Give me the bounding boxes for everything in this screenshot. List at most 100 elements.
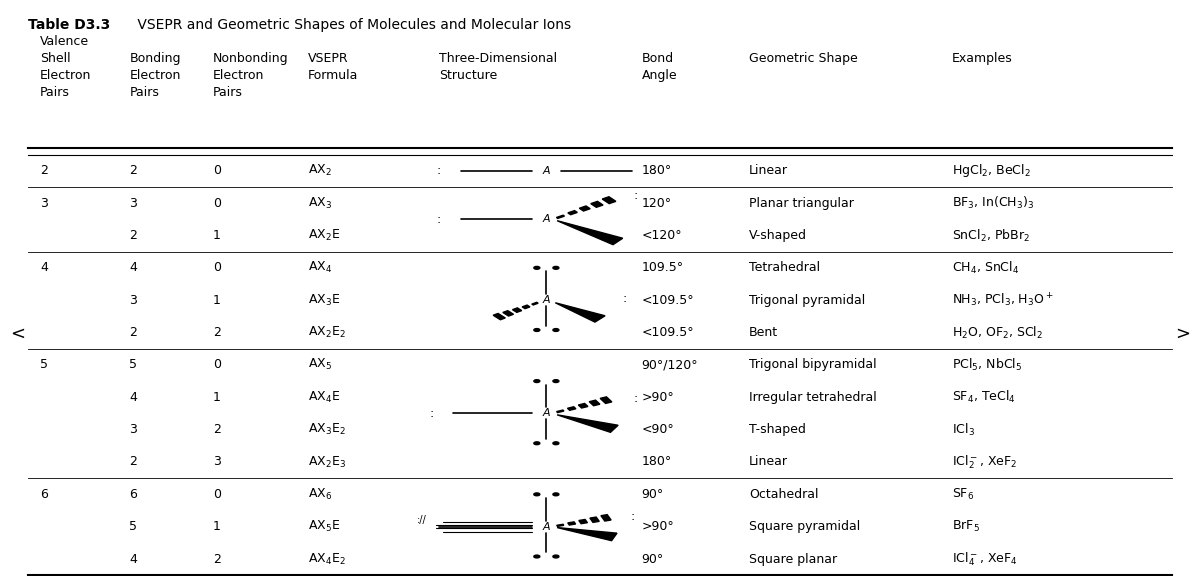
Text: AX$_2$: AX$_2$	[308, 163, 332, 179]
Circle shape	[553, 442, 559, 445]
Text: 5: 5	[130, 358, 137, 372]
Text: Linear: Linear	[749, 164, 788, 177]
Text: 6: 6	[40, 488, 48, 501]
Text: VSEPR and Geometric Shapes of Molecules and Molecular Ions: VSEPR and Geometric Shapes of Molecules …	[133, 18, 571, 32]
Text: ://: ://	[416, 515, 426, 525]
Circle shape	[534, 442, 540, 445]
Text: AX$_2$E: AX$_2$E	[308, 228, 341, 243]
Text: 3: 3	[130, 294, 137, 306]
Text: AX$_5$E: AX$_5$E	[308, 519, 341, 535]
Text: 2: 2	[130, 164, 137, 177]
Circle shape	[553, 380, 559, 382]
Text: 0: 0	[212, 488, 221, 501]
Text: Geometric Shape: Geometric Shape	[749, 52, 858, 66]
Text: Shell: Shell	[40, 52, 71, 66]
Circle shape	[553, 267, 559, 269]
Text: Three-Dimensional: Three-Dimensional	[439, 52, 557, 66]
Text: Examples: Examples	[952, 52, 1013, 66]
Text: >90°: >90°	[642, 520, 674, 533]
Polygon shape	[578, 403, 588, 408]
Text: <109.5°: <109.5°	[642, 326, 695, 339]
Polygon shape	[602, 197, 616, 204]
Text: Pairs: Pairs	[212, 86, 242, 100]
Text: 90°/120°: 90°/120°	[642, 358, 698, 372]
Text: HgCl$_2$, BeCl$_2$: HgCl$_2$, BeCl$_2$	[952, 162, 1031, 179]
Text: 90°: 90°	[642, 552, 664, 566]
Text: Tetrahedral: Tetrahedral	[749, 262, 820, 274]
Text: 3: 3	[212, 456, 221, 468]
Text: Bent: Bent	[749, 326, 778, 339]
Text: ICl$_3$: ICl$_3$	[952, 422, 974, 438]
Text: Structure: Structure	[439, 70, 497, 82]
Text: 3: 3	[130, 196, 137, 210]
Text: <90°: <90°	[642, 423, 674, 436]
Text: ICl$_2^-$, XeF$_2$: ICl$_2^-$, XeF$_2$	[952, 453, 1016, 471]
Text: AX$_3$E: AX$_3$E	[308, 293, 341, 308]
Text: H$_2$O, OF$_2$, SCl$_2$: H$_2$O, OF$_2$, SCl$_2$	[952, 324, 1043, 340]
Circle shape	[534, 493, 540, 496]
Text: Electron: Electron	[40, 70, 91, 82]
Text: Electron: Electron	[212, 70, 264, 82]
Polygon shape	[580, 206, 590, 211]
Text: Nonbonding: Nonbonding	[212, 52, 288, 66]
Text: AX$_2$E$_2$: AX$_2$E$_2$	[308, 325, 346, 340]
Polygon shape	[590, 517, 599, 522]
Text: 1: 1	[212, 391, 221, 404]
Text: BrF$_5$: BrF$_5$	[952, 519, 979, 535]
Text: AX$_4$E$_2$: AX$_4$E$_2$	[308, 551, 346, 567]
Text: 1: 1	[212, 229, 221, 242]
Text: Planar triangular: Planar triangular	[749, 196, 854, 210]
Text: Electron: Electron	[130, 70, 181, 82]
Text: 1: 1	[212, 294, 221, 306]
Text: A: A	[542, 408, 550, 418]
Circle shape	[534, 555, 540, 558]
Text: 2: 2	[212, 423, 221, 436]
Text: :: :	[652, 164, 655, 177]
Text: SF$_6$: SF$_6$	[952, 487, 973, 502]
Text: Pairs: Pairs	[40, 86, 70, 100]
Text: 6: 6	[130, 488, 137, 501]
Text: 180°: 180°	[642, 456, 672, 468]
Polygon shape	[568, 522, 576, 525]
Text: :: :	[630, 510, 635, 523]
Text: ICl$_4^-$, XeF$_4$: ICl$_4^-$, XeF$_4$	[952, 550, 1018, 568]
Text: 2: 2	[130, 326, 137, 339]
Polygon shape	[532, 302, 538, 305]
Circle shape	[553, 493, 559, 496]
Text: 2: 2	[130, 229, 137, 242]
Polygon shape	[522, 305, 530, 309]
Text: 0: 0	[212, 164, 221, 177]
Text: 4: 4	[130, 552, 137, 566]
Text: A: A	[542, 166, 550, 176]
Text: V-shaped: V-shaped	[749, 229, 806, 242]
Text: Trigonal bipyramidal: Trigonal bipyramidal	[749, 358, 876, 372]
Polygon shape	[493, 313, 505, 320]
Text: Valence: Valence	[40, 35, 89, 48]
Text: BF$_3$, In(CH$_3$)$_3$: BF$_3$, In(CH$_3$)$_3$	[952, 195, 1034, 211]
Text: Bond: Bond	[642, 52, 674, 66]
Text: VSEPR: VSEPR	[308, 52, 349, 66]
Text: PCl$_5$, NbCl$_5$: PCl$_5$, NbCl$_5$	[952, 357, 1021, 373]
Text: 2: 2	[212, 326, 221, 339]
Text: Octahedral: Octahedral	[749, 488, 818, 501]
Text: :: :	[437, 164, 442, 177]
Circle shape	[534, 380, 540, 382]
Text: AX$_4$E: AX$_4$E	[308, 390, 341, 405]
Text: 5: 5	[130, 520, 137, 533]
Text: Linear: Linear	[749, 456, 788, 468]
Polygon shape	[557, 415, 618, 433]
Text: T-shaped: T-shaped	[749, 423, 806, 436]
Text: Formula: Formula	[308, 70, 359, 82]
Polygon shape	[503, 310, 514, 316]
Text: A: A	[542, 214, 550, 224]
Text: NH$_3$, PCl$_3$, H$_3$O$^+$: NH$_3$, PCl$_3$, H$_3$O$^+$	[952, 291, 1052, 309]
Text: Square planar: Square planar	[749, 552, 838, 566]
Text: 4: 4	[130, 391, 137, 404]
Text: :: :	[634, 189, 638, 202]
Polygon shape	[557, 221, 623, 245]
Text: >: >	[1175, 324, 1190, 342]
Text: 180°: 180°	[642, 164, 672, 177]
Text: 4: 4	[130, 262, 137, 274]
Polygon shape	[557, 215, 564, 218]
Text: A: A	[542, 295, 550, 305]
